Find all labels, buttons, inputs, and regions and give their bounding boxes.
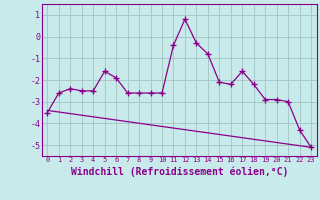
X-axis label: Windchill (Refroidissement éolien,°C): Windchill (Refroidissement éolien,°C) bbox=[70, 166, 288, 177]
